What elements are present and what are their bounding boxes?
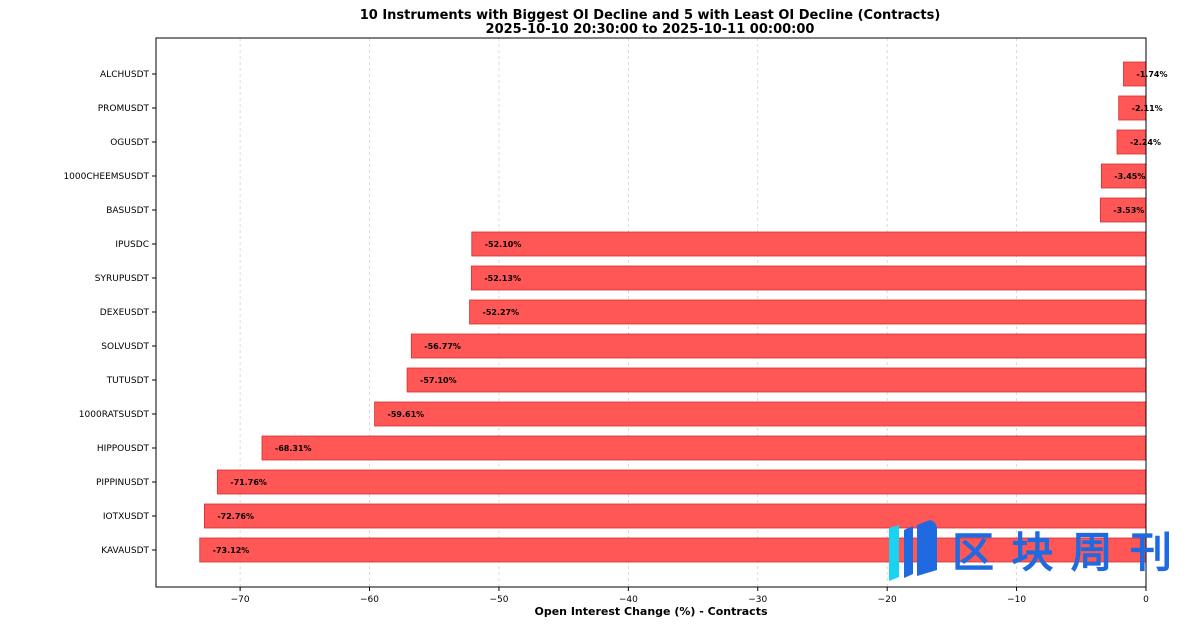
y-tick-label: 1000CHEEMSUSDT xyxy=(63,172,149,182)
data-label: -59.61% xyxy=(388,410,425,419)
logo-mark xyxy=(904,520,937,578)
data-label: -68.31% xyxy=(275,444,312,453)
data-label: -71.76% xyxy=(230,478,267,487)
bar-syrupusdt xyxy=(470,265,1147,291)
bar-tutusdt xyxy=(406,367,1147,393)
bar-dexeusdt xyxy=(469,299,1147,325)
y-tick-label: DEXEUSDT xyxy=(100,308,150,318)
x-tick-label: −20 xyxy=(878,595,897,605)
x-tick-label: −50 xyxy=(489,595,508,605)
chart-subtitle: 2025-10-10 20:30:00 to 2025-10-11 00:00:… xyxy=(486,22,815,37)
bar-iotxusdt xyxy=(203,503,1147,529)
y-tick-label: BASUSDT xyxy=(106,206,149,216)
bar-promusdt xyxy=(1118,95,1147,121)
bar-1000cheemsusdt xyxy=(1100,163,1147,189)
x-tick-label: −10 xyxy=(1007,595,1026,605)
data-label: -3.45% xyxy=(1114,172,1145,181)
x-tick-label: −60 xyxy=(360,595,379,605)
x-tick-label: 0 xyxy=(1143,595,1149,605)
logo-mark-accent xyxy=(889,525,899,581)
y-tick-label: SYRUPUSDT xyxy=(95,274,150,284)
data-label: -52.13% xyxy=(484,274,521,283)
y-tick-label: TUTUSDT xyxy=(106,376,150,386)
watermark-logo: 区块周刊 xyxy=(889,520,1172,581)
bar-1000ratsusdt xyxy=(374,401,1147,427)
y-tick-label: KAVAUSDT xyxy=(101,546,149,556)
data-label: -1.74% xyxy=(1136,70,1167,79)
data-label: -52.27% xyxy=(483,308,520,317)
y-tick-label: IOTXUSDT xyxy=(103,512,150,522)
bar-pippinusdt xyxy=(216,469,1147,495)
y-tick-label: OGUSDT xyxy=(110,138,149,148)
x-tick-label: −30 xyxy=(748,595,767,605)
data-label: -57.10% xyxy=(420,376,457,385)
data-label: -3.53% xyxy=(1113,206,1144,215)
bar-ipusdc xyxy=(471,231,1147,257)
bar-ogusdt xyxy=(1116,129,1147,155)
data-label: -52.10% xyxy=(485,240,522,249)
x-tick-label: −40 xyxy=(619,595,638,605)
y-tick-label: PROMUSDT xyxy=(98,104,150,114)
data-label: -73.12% xyxy=(213,546,250,555)
y-tick-label: ALCHUSDT xyxy=(100,70,149,80)
data-label: -72.76% xyxy=(217,512,254,521)
y-tick-label: IPUSDC xyxy=(115,240,149,250)
data-label: -2.24% xyxy=(1130,138,1161,147)
bar-kavausdt xyxy=(199,537,1147,563)
y-tick-label: SOLVUSDT xyxy=(101,342,149,352)
bar-hippousdt xyxy=(261,435,1147,461)
data-label: -2.11% xyxy=(1132,104,1163,113)
x-axis-label: Open Interest Change (%) - Contracts xyxy=(534,605,767,618)
bar-solvusdt xyxy=(410,333,1147,359)
y-tick-label: HIPPOUSDT xyxy=(97,444,150,454)
data-label: -56.77% xyxy=(424,342,461,351)
plot-frame xyxy=(155,37,1147,588)
y-tick-label: 1000RATSUSDT xyxy=(79,410,150,420)
chart-title: 10 Instruments with Biggest OI Decline a… xyxy=(360,8,941,23)
x-tick-label: −70 xyxy=(231,595,250,605)
y-tick-label: PIPPINUSDT xyxy=(96,478,150,488)
